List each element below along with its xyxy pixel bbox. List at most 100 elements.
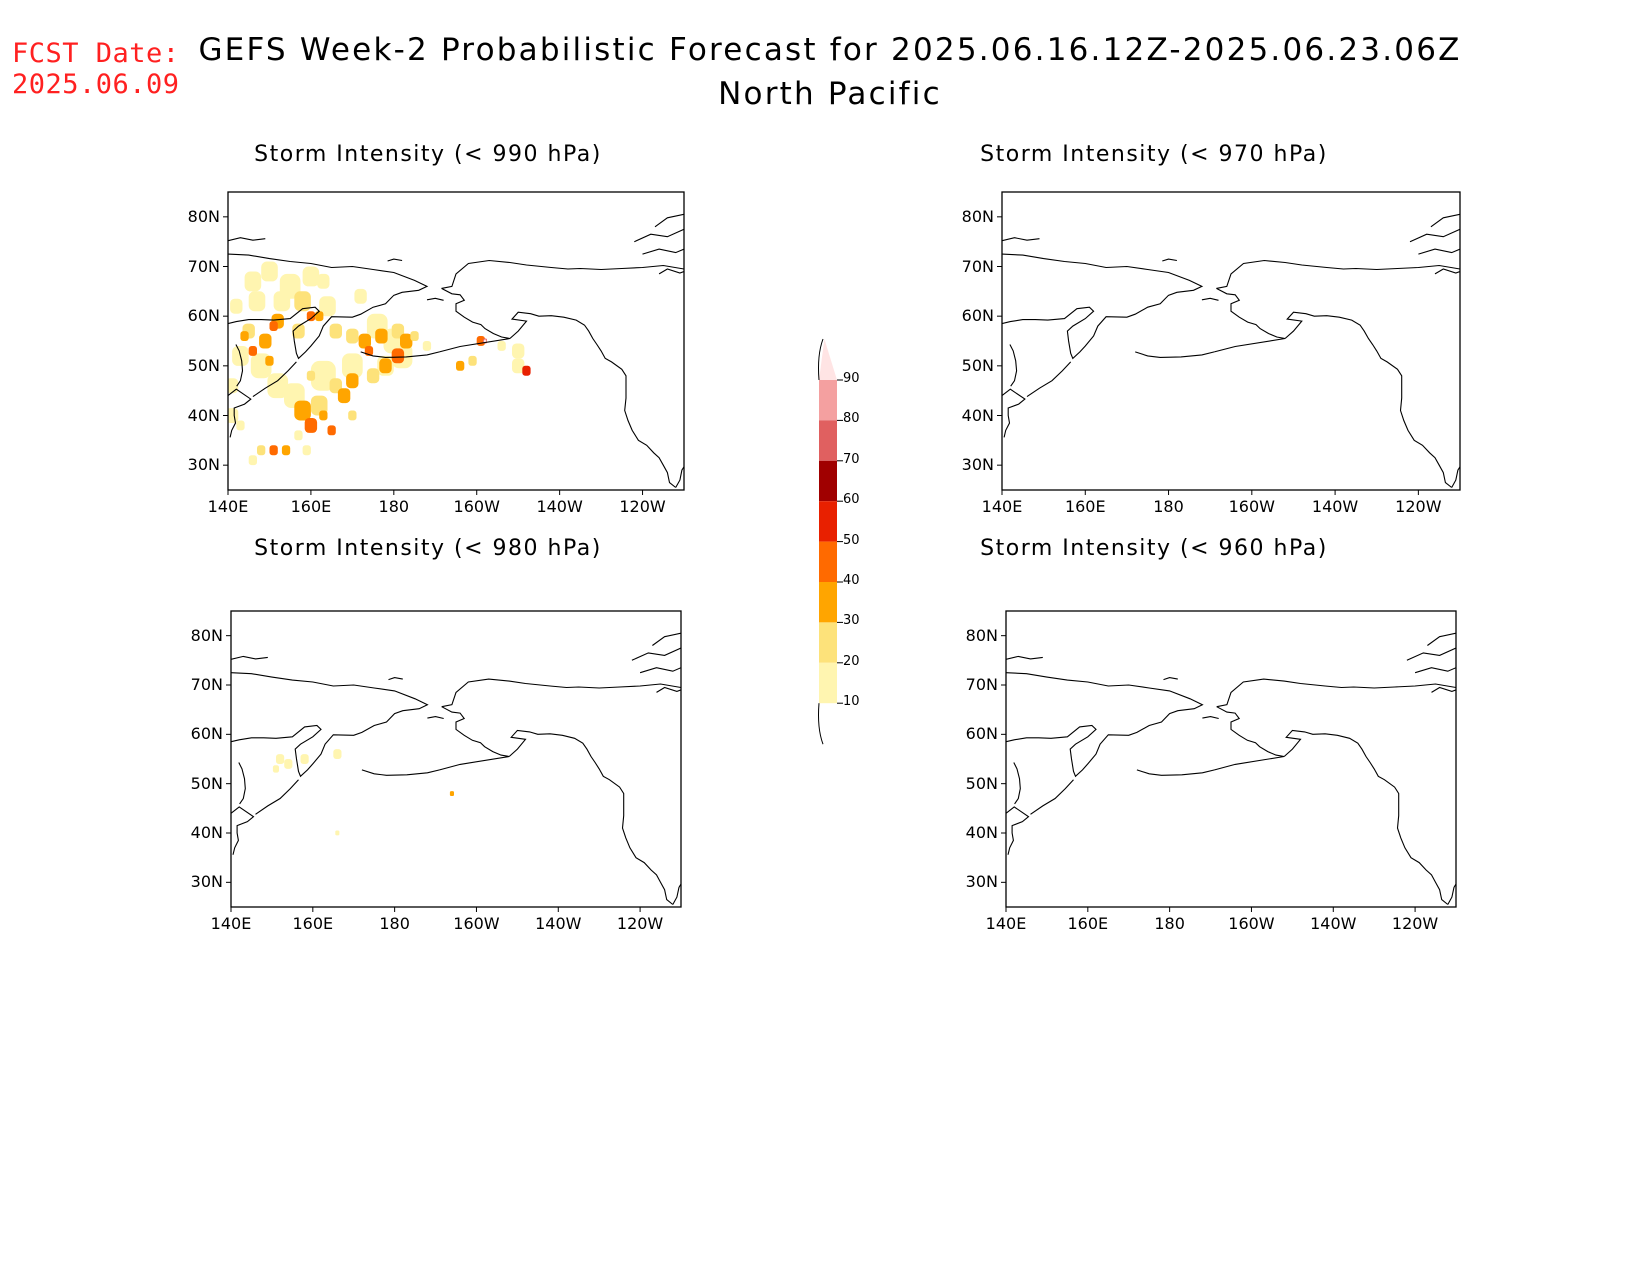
coastline-japan_e xyxy=(1006,806,1030,855)
colorbar-label: 10 xyxy=(843,694,860,710)
coastline-alaska_w xyxy=(439,706,510,771)
x-tick-label: 160E xyxy=(290,497,332,516)
probability-patch xyxy=(483,339,487,343)
coastline-novosib xyxy=(1006,655,1043,660)
x-tick-label: 120W xyxy=(1395,497,1442,516)
y-tick-label: 70N xyxy=(187,256,220,276)
coastline-kurils xyxy=(1026,361,1072,398)
map-frame xyxy=(1005,610,1457,908)
y-tick-label: 30N xyxy=(190,872,223,892)
colorbar-box xyxy=(819,501,837,542)
probability-patch xyxy=(294,430,303,441)
x-tick-label: 140E xyxy=(981,497,1023,516)
probability-patch xyxy=(310,360,336,391)
x-tick-label: 180 xyxy=(379,914,410,933)
coastline-baja xyxy=(672,883,681,905)
coastline-aleutians xyxy=(1136,769,1215,776)
fcst-date: FCST Date: 2025.06.09 xyxy=(12,38,180,100)
probability-patch xyxy=(300,754,309,764)
map-p980 xyxy=(226,610,682,912)
map-content-p970 xyxy=(1002,213,1460,488)
probability-patch xyxy=(346,328,359,344)
colorbar-box xyxy=(819,420,837,461)
probability-patch xyxy=(391,348,405,364)
x-tick-label: 140E xyxy=(210,914,252,933)
coastline-gulf xyxy=(509,311,677,488)
probability-patch xyxy=(248,346,257,356)
coastline-canada_isl1 xyxy=(631,647,681,661)
map-frame xyxy=(230,610,682,908)
probability-patch xyxy=(366,368,380,384)
coastline-kurils xyxy=(1030,779,1074,815)
probability-patch xyxy=(265,355,274,366)
x-tick-label: 140W xyxy=(535,914,582,933)
probability-patch xyxy=(354,288,367,304)
x-tick-label: 160E xyxy=(1064,497,1106,516)
probability-patch xyxy=(248,455,257,466)
coastline-alaska_w xyxy=(1214,287,1286,353)
page-title: GEFS Week-2 Probabilistic Forecast for 2… xyxy=(198,32,1462,68)
probability-patch xyxy=(379,358,392,374)
probability-patch xyxy=(391,323,405,339)
y-tick-label: 30N xyxy=(961,455,994,475)
map-frame xyxy=(227,191,685,491)
colorbar-box xyxy=(819,622,837,663)
y-tick-label: 80N xyxy=(190,625,223,645)
coastline-wrangel xyxy=(1162,258,1177,262)
y-tick-label: 50N xyxy=(965,773,998,793)
coastline-canada_arctic xyxy=(1430,213,1460,228)
probability-patch xyxy=(335,830,340,836)
probability-patch xyxy=(333,749,342,759)
probability-patch xyxy=(228,408,239,423)
y-tick-label: 40N xyxy=(965,823,998,842)
probability-patch xyxy=(304,418,318,433)
probability-patch xyxy=(273,291,291,312)
colorbar-box xyxy=(819,541,837,582)
colorbar-label: 90 xyxy=(843,371,860,386)
colorbar-box xyxy=(819,380,837,421)
probability-patch xyxy=(244,271,262,292)
probability-patch xyxy=(259,333,272,349)
coastline-japan_e xyxy=(228,388,252,438)
probability-patch xyxy=(348,410,357,421)
x-tick-label: 160E xyxy=(1067,914,1109,933)
panel-title-990: Storm Intensity (< 990 hPa) xyxy=(254,142,602,167)
probability-patch xyxy=(317,273,330,289)
probability-patch xyxy=(267,373,289,399)
probability-patch xyxy=(327,425,336,436)
colorbar-label: 60 xyxy=(843,492,860,508)
coastline-sakhalin xyxy=(1009,344,1018,387)
probability-patch xyxy=(512,343,525,359)
coastline-canada_isl3 xyxy=(1434,268,1460,275)
coastline-stlaw xyxy=(426,297,444,301)
coastline-wrangel xyxy=(387,258,403,262)
coastline-stlaw xyxy=(427,716,444,720)
panel-title-960: Storm Intensity (< 960 hPa) xyxy=(980,536,1328,561)
probability-patch xyxy=(306,370,316,381)
probability-patch xyxy=(269,321,278,331)
probability-patch xyxy=(422,341,432,351)
y-tick-label: 80N xyxy=(961,206,994,226)
coastline-gulf xyxy=(1284,311,1453,488)
coastline-wrangel xyxy=(1163,677,1178,681)
coastline-canada_isl3 xyxy=(658,268,684,275)
coastline-novosib xyxy=(1002,237,1040,242)
y-tick-label: 60N xyxy=(965,724,998,744)
probability-patch xyxy=(276,754,285,764)
coastline-sakhalin xyxy=(235,344,244,387)
y-tick-label: 70N xyxy=(961,256,994,276)
colorbar-label: 80 xyxy=(843,411,860,427)
probability-patch xyxy=(292,323,305,339)
map-frame xyxy=(1001,191,1461,491)
coastline-stlaw xyxy=(1201,297,1219,301)
probability-patch xyxy=(497,341,506,351)
coastline-siberia xyxy=(231,672,429,778)
x-tick-label: 140E xyxy=(985,914,1027,933)
y-tick-label: 40N xyxy=(187,405,220,425)
coastline-siberia xyxy=(1006,672,1204,778)
coastline-siberia xyxy=(228,253,429,360)
x-tick-label: 180 xyxy=(1154,914,1185,933)
coastline-alaska_w xyxy=(439,287,510,353)
colorbar xyxy=(818,338,843,745)
map-content-p960 xyxy=(1006,632,1456,905)
